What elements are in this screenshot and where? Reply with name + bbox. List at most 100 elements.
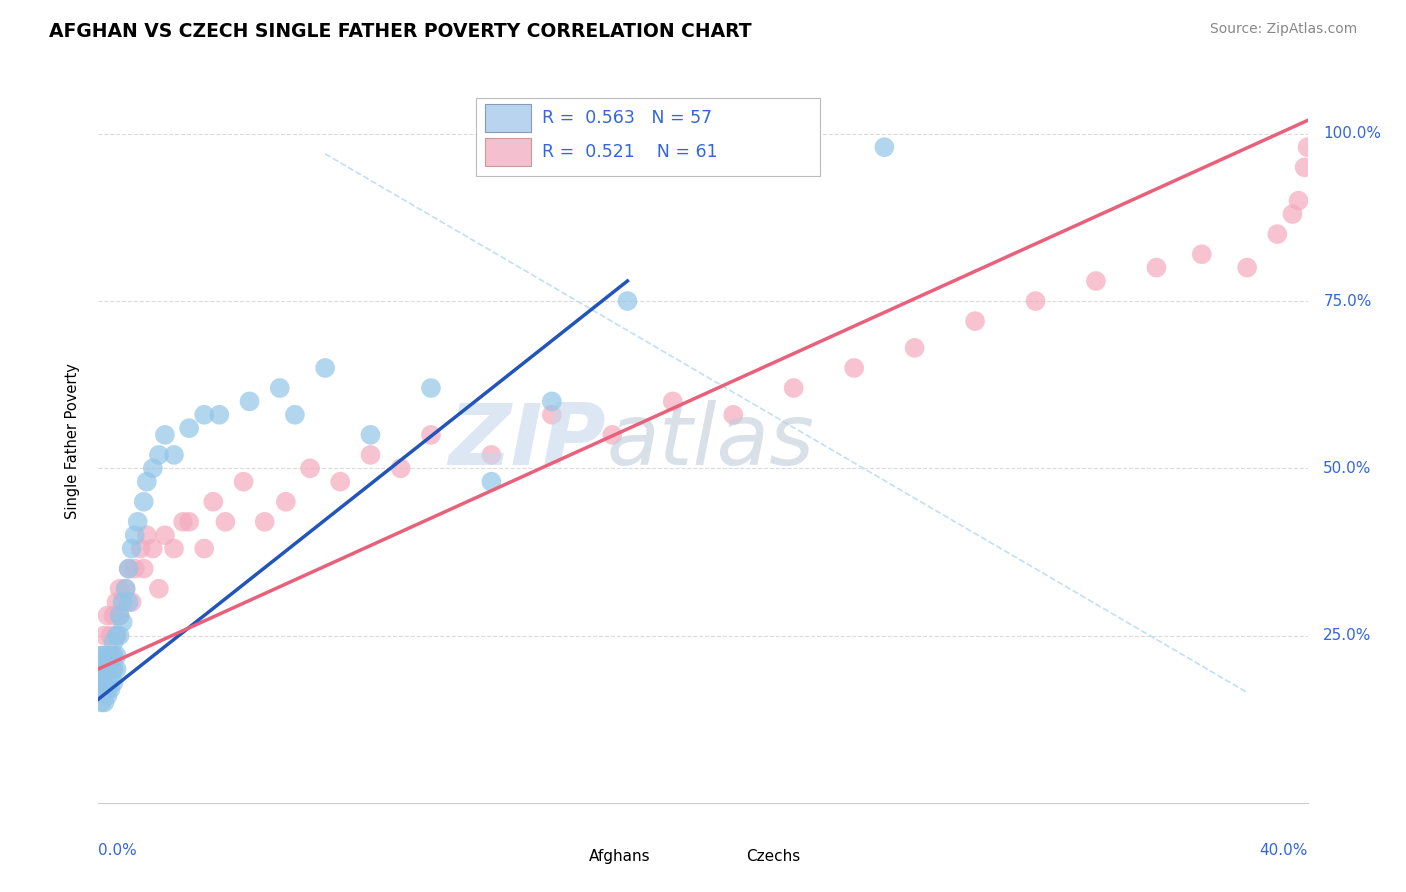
Bar bbox=[555, 847, 582, 865]
Point bbox=[844, 361, 866, 376]
Point bbox=[1024, 294, 1046, 309]
Point bbox=[481, 475, 503, 489]
Point bbox=[121, 595, 143, 609]
Point bbox=[329, 475, 352, 489]
Point bbox=[129, 541, 152, 556]
Point bbox=[111, 615, 134, 630]
Point bbox=[93, 669, 115, 683]
Bar bbox=[485, 104, 531, 132]
Point bbox=[723, 408, 745, 422]
Point bbox=[96, 648, 118, 663]
Point bbox=[103, 648, 125, 663]
Point bbox=[90, 681, 112, 696]
Point bbox=[108, 608, 131, 623]
Point bbox=[127, 515, 149, 529]
Point bbox=[90, 675, 112, 690]
Point bbox=[1281, 207, 1303, 221]
Point bbox=[132, 562, 155, 576]
Point bbox=[100, 681, 122, 696]
Point bbox=[360, 427, 382, 442]
Text: Czechs: Czechs bbox=[747, 849, 801, 864]
Point bbox=[100, 655, 122, 669]
Point bbox=[202, 494, 225, 508]
Bar bbox=[485, 138, 531, 166]
Point bbox=[103, 635, 125, 649]
Point bbox=[111, 595, 134, 609]
Point bbox=[100, 648, 122, 663]
Point bbox=[114, 582, 136, 596]
Point bbox=[103, 608, 125, 623]
Point bbox=[163, 448, 186, 462]
Point bbox=[360, 448, 382, 462]
Point bbox=[100, 648, 122, 663]
Point bbox=[121, 541, 143, 556]
Point bbox=[783, 381, 806, 395]
Y-axis label: Single Father Poverty: Single Father Poverty bbox=[65, 364, 80, 519]
Text: Afghans: Afghans bbox=[589, 849, 651, 864]
Point bbox=[90, 648, 112, 663]
Text: Source: ZipAtlas.com: Source: ZipAtlas.com bbox=[1209, 22, 1357, 37]
Point bbox=[232, 475, 254, 489]
Point bbox=[1085, 274, 1108, 288]
Point bbox=[103, 662, 125, 676]
Point bbox=[389, 461, 412, 475]
Point bbox=[142, 541, 165, 556]
Point bbox=[253, 515, 276, 529]
Point bbox=[135, 528, 157, 542]
Point bbox=[193, 541, 215, 556]
Bar bbox=[713, 847, 740, 865]
Point bbox=[1296, 140, 1319, 154]
Text: 40.0%: 40.0% bbox=[1260, 843, 1308, 857]
Point bbox=[105, 628, 128, 642]
Point bbox=[540, 394, 562, 409]
Point bbox=[1236, 260, 1258, 275]
Text: atlas: atlas bbox=[606, 400, 814, 483]
Point bbox=[965, 314, 987, 328]
Point bbox=[93, 662, 115, 676]
Text: ZIP: ZIP bbox=[449, 400, 606, 483]
Point bbox=[148, 448, 170, 462]
Point bbox=[93, 675, 115, 690]
Point bbox=[1288, 194, 1310, 208]
Point bbox=[96, 662, 118, 676]
Point bbox=[214, 515, 236, 529]
Point bbox=[96, 662, 118, 676]
Text: 100.0%: 100.0% bbox=[1323, 127, 1381, 141]
Point bbox=[208, 408, 231, 422]
Point bbox=[602, 427, 624, 442]
Point bbox=[172, 515, 194, 529]
Point bbox=[132, 494, 155, 508]
Point bbox=[616, 294, 638, 309]
Point bbox=[299, 461, 322, 475]
Point bbox=[100, 628, 122, 642]
Point bbox=[163, 541, 186, 556]
Point bbox=[274, 494, 297, 508]
Point bbox=[103, 675, 125, 690]
Point bbox=[284, 408, 307, 422]
Point bbox=[93, 681, 115, 696]
Point bbox=[1144, 260, 1167, 275]
Text: 75.0%: 75.0% bbox=[1323, 293, 1372, 309]
FancyBboxPatch shape bbox=[475, 98, 820, 177]
Text: 50.0%: 50.0% bbox=[1323, 461, 1372, 475]
Point bbox=[1294, 161, 1316, 175]
Point bbox=[108, 608, 131, 623]
Point bbox=[179, 515, 201, 529]
Point bbox=[179, 421, 201, 435]
Point bbox=[118, 595, 141, 609]
Point bbox=[124, 562, 146, 576]
Point bbox=[540, 408, 562, 422]
Point bbox=[93, 628, 115, 642]
Text: 25.0%: 25.0% bbox=[1323, 628, 1372, 643]
Point bbox=[90, 648, 112, 663]
Text: AFGHAN VS CZECH SINGLE FATHER POVERTY CORRELATION CHART: AFGHAN VS CZECH SINGLE FATHER POVERTY CO… bbox=[49, 22, 752, 41]
Point bbox=[90, 662, 112, 676]
Point bbox=[142, 461, 165, 475]
Point bbox=[420, 427, 443, 442]
Point bbox=[105, 648, 128, 663]
Point bbox=[93, 648, 115, 663]
Point bbox=[118, 562, 141, 576]
Text: R =  0.563   N = 57: R = 0.563 N = 57 bbox=[543, 109, 713, 127]
Point bbox=[153, 528, 176, 542]
Point bbox=[135, 475, 157, 489]
